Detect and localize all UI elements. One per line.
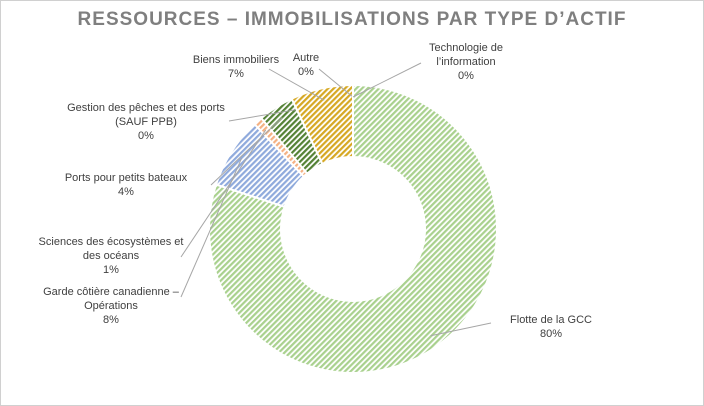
data-label: Garde côtière canadienne – Opérations 8% — [31, 285, 191, 327]
donut-slice — [208, 83, 498, 374]
value-label: 80% — [539, 328, 563, 340]
value-label: 8% — [103, 314, 119, 326]
data-label: Gestion des pêches et des ports (SAUF PP… — [61, 101, 231, 143]
value-label: 4% — [118, 186, 134, 198]
category-label: Autre — [292, 52, 320, 64]
data-label: Ports pour petits bateaux 4% — [41, 171, 211, 199]
value-label: 0% — [138, 130, 154, 142]
category-label: Sciences des écosystèmes et des océans — [38, 236, 184, 262]
category-label: Ports pour petits bateaux — [64, 172, 188, 184]
category-label: Biens immobiliers — [192, 54, 280, 66]
category-label: Garde côtière canadienne – Opérations — [43, 286, 179, 312]
category-label: Technologie de l’information — [428, 42, 503, 68]
data-label: Sciences des écosystèmes et des océans 1% — [31, 235, 191, 277]
value-label: 0% — [298, 66, 314, 78]
leader-line — [430, 322, 492, 337]
data-label: Autre 0% — [276, 51, 336, 79]
leader-line — [268, 68, 325, 101]
chart-title: RESSOURCES – IMMOBILISATIONS PAR TYPE D’… — [77, 9, 627, 30]
category-label: Gestion des pêches et des ports (SAUF PP… — [67, 102, 225, 128]
leader-line — [210, 117, 283, 186]
category-label: Flotte de la GCC — [510, 314, 592, 326]
value-label: 7% — [228, 68, 244, 80]
data-label: Technologie de l’information 0% — [401, 41, 531, 83]
value-label: 1% — [103, 264, 119, 276]
leader-line — [318, 68, 354, 98]
value-label: 0% — [458, 70, 474, 82]
leader-line — [180, 129, 267, 258]
data-label: Biens immobiliers 7% — [181, 53, 291, 81]
leader-line — [352, 62, 422, 98]
leader-line — [228, 109, 297, 122]
data-label: Flotte de la GCC 80% — [491, 313, 611, 341]
